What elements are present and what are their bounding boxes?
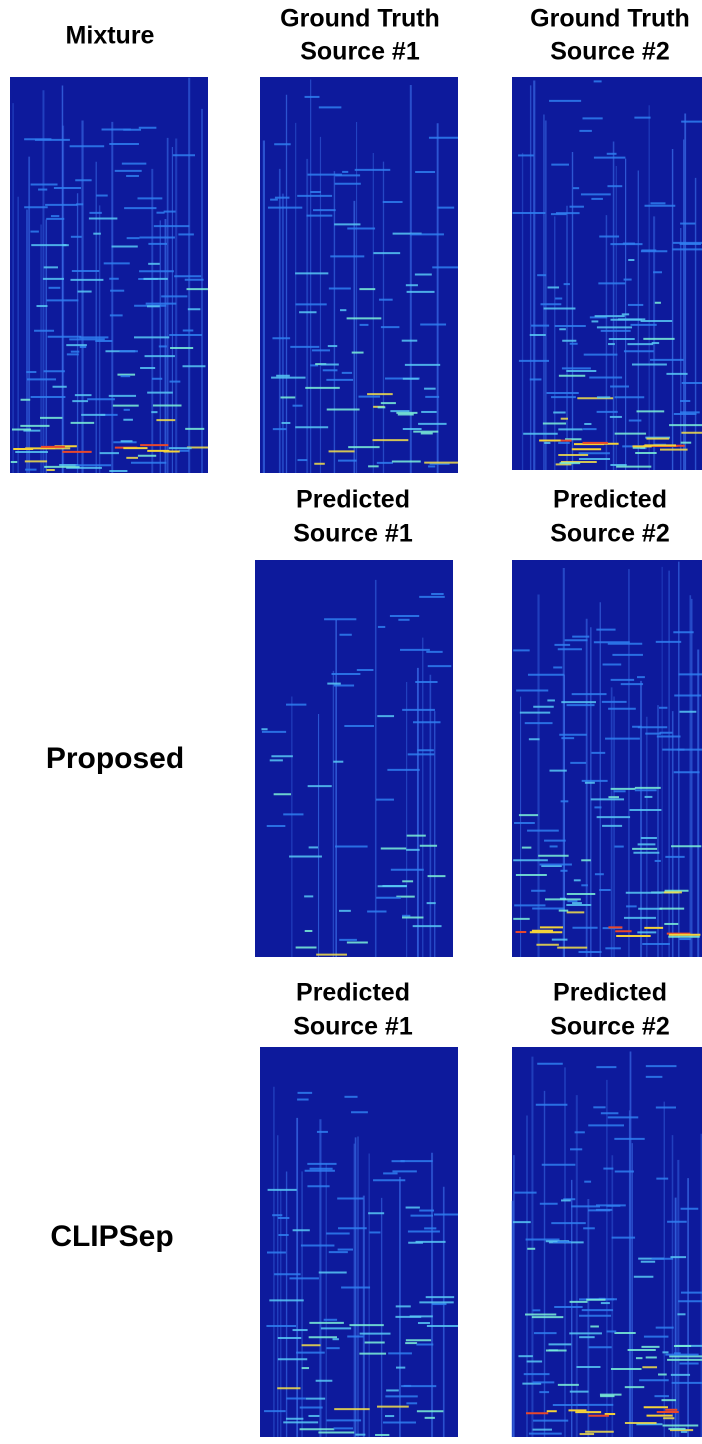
row-label: Proposed — [46, 742, 184, 775]
row-label: CLIPSep — [50, 1220, 173, 1253]
panel-title: Predicted — [296, 486, 410, 514]
spectrogram — [512, 560, 702, 957]
panel-title: Predicted — [553, 979, 667, 1007]
panel-title: Source #2 — [550, 38, 670, 66]
spectrogram — [10, 77, 208, 473]
panel-title: Source #1 — [293, 520, 413, 548]
panel-title: Source #2 — [550, 520, 670, 548]
panel-title: Source #1 — [293, 1013, 413, 1041]
spectrogram — [255, 560, 453, 957]
spectrogram — [512, 77, 702, 470]
panel-title: Source #1 — [300, 38, 420, 66]
spectrogram — [512, 1047, 702, 1437]
panel-title: Predicted — [553, 486, 667, 514]
spectrogram-background — [10, 77, 208, 473]
page: {"panels": [ {"title": ["Mixture"]}, {"t… — [0, 0, 702, 1439]
panel-title: Ground Truth — [280, 5, 440, 33]
figure: Mixture Ground Truth Source #1 Ground Truth… — [0, 0, 702, 1439]
spectrogram — [260, 1047, 458, 1437]
spectrogram — [260, 77, 458, 473]
panel-title: Mixture — [66, 22, 155, 50]
panel-title: Source #2 — [550, 1013, 670, 1041]
panel-title: Predicted — [296, 979, 410, 1007]
panel-title: Ground Truth — [530, 5, 690, 33]
